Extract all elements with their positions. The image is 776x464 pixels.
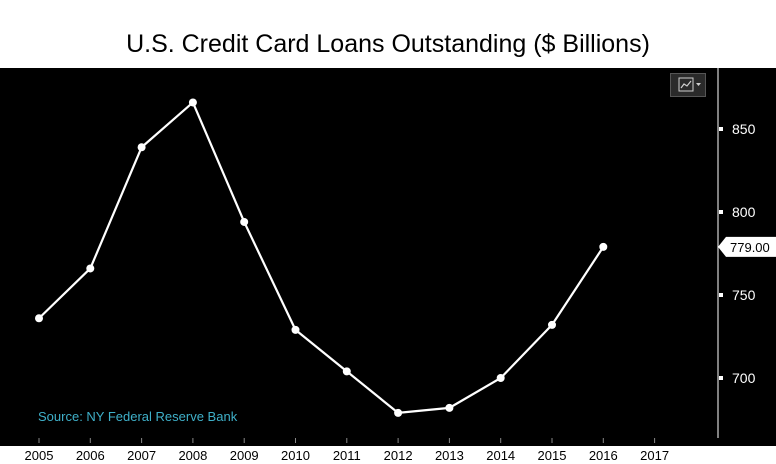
- x-tick-label: 2014: [486, 448, 515, 463]
- data-point: [599, 242, 608, 251]
- x-tick-label: 2009: [230, 448, 259, 463]
- series-line: [38, 101, 605, 414]
- x-tick-label: 2007: [127, 448, 156, 463]
- x-tick-label: 2006: [76, 448, 105, 463]
- y-tick-label: 700: [732, 370, 756, 386]
- data-point: [35, 314, 43, 323]
- y-tick-mark: [719, 293, 723, 297]
- x-tick-label: 2016: [589, 448, 618, 463]
- data-point: [342, 367, 351, 376]
- data-point: [291, 325, 300, 334]
- data-point: [548, 320, 556, 329]
- x-tick-label: 2012: [384, 448, 413, 463]
- plot-panel: [0, 68, 776, 464]
- y-tick-label: 750: [732, 287, 756, 303]
- x-tick-label: 2013: [435, 448, 464, 463]
- chart-menu-button[interactable]: [670, 73, 706, 97]
- data-point: [445, 403, 454, 412]
- chart-menu-icon: [678, 77, 701, 92]
- y-tick-label: 800: [732, 204, 756, 220]
- data-point: [188, 98, 197, 107]
- x-tick-label: 2010: [281, 448, 310, 463]
- x-axis-strip: [0, 446, 776, 464]
- x-tick-label: 2011: [333, 448, 361, 463]
- y-tick-label: 850: [732, 121, 756, 137]
- y-tick-mark: [719, 210, 723, 214]
- x-tick-label: 2008: [178, 448, 207, 463]
- y-tick-mark: [719, 376, 723, 380]
- data-point: [394, 408, 403, 417]
- data-point: [496, 374, 505, 382]
- data-point: [137, 143, 146, 152]
- x-tick-label: 2005: [25, 448, 54, 463]
- last-value-label: 779.00: [730, 240, 770, 255]
- source-note: Source: NY Federal Reserve Bank: [38, 409, 238, 424]
- last-value-badge: [718, 236, 776, 257]
- data-point: [240, 217, 249, 226]
- y-tick-mark: [719, 127, 723, 131]
- x-tick-label: 2017: [640, 448, 669, 463]
- data-point: [86, 264, 95, 273]
- x-tick-label: 2015: [538, 448, 567, 463]
- chart-title: U.S. Credit Card Loans Outstanding ($ Bi…: [126, 30, 650, 58]
